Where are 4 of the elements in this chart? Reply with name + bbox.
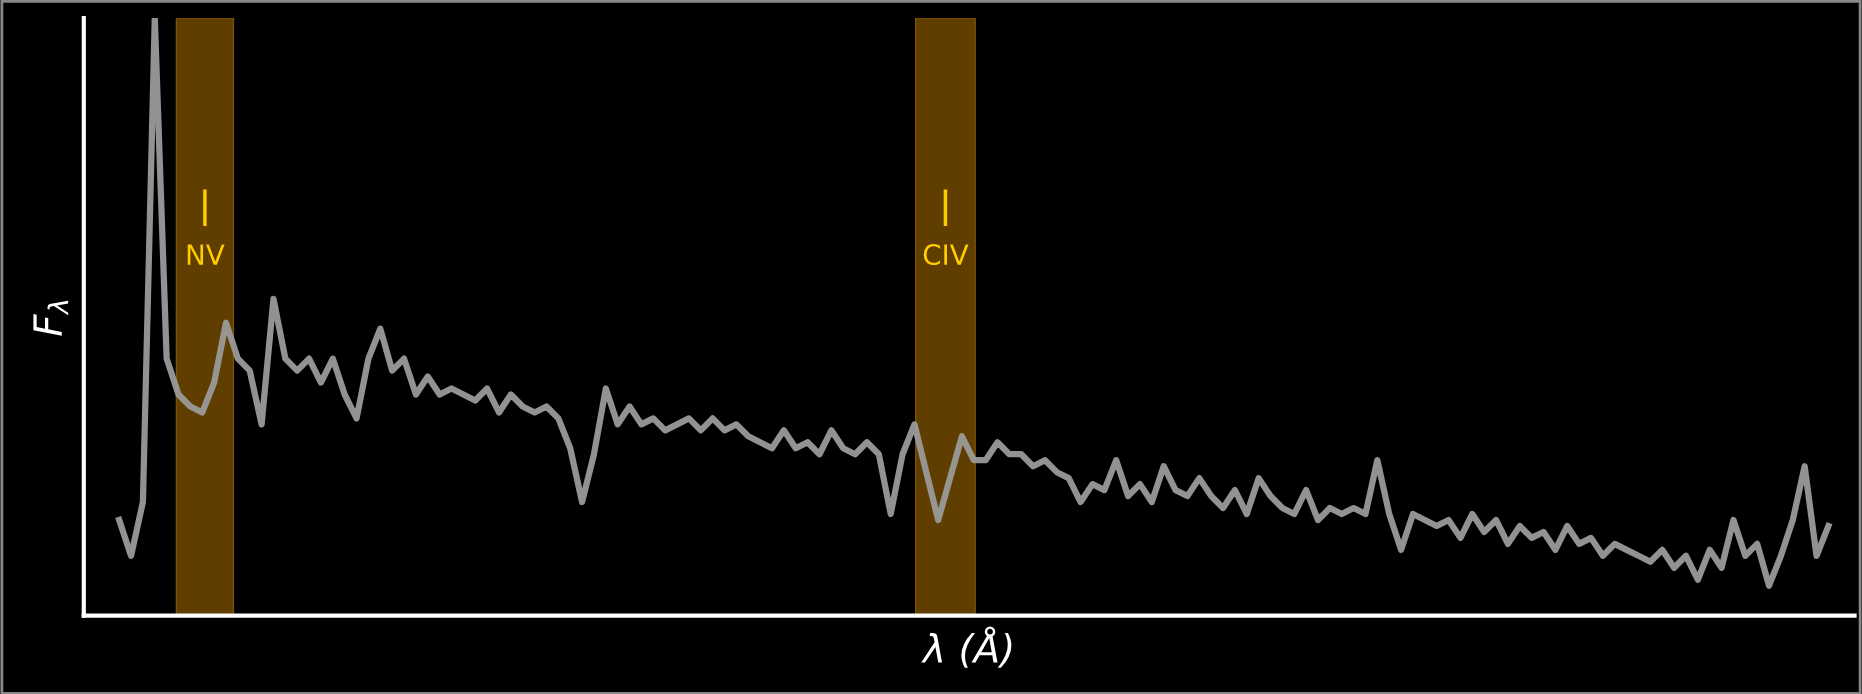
annotation: CIV [923,244,969,266]
x-axis-title: λ (Å) [921,626,1012,668]
y-axis-title: F$_{λ}$ [33,300,69,336]
annotation: NV [187,244,225,265]
